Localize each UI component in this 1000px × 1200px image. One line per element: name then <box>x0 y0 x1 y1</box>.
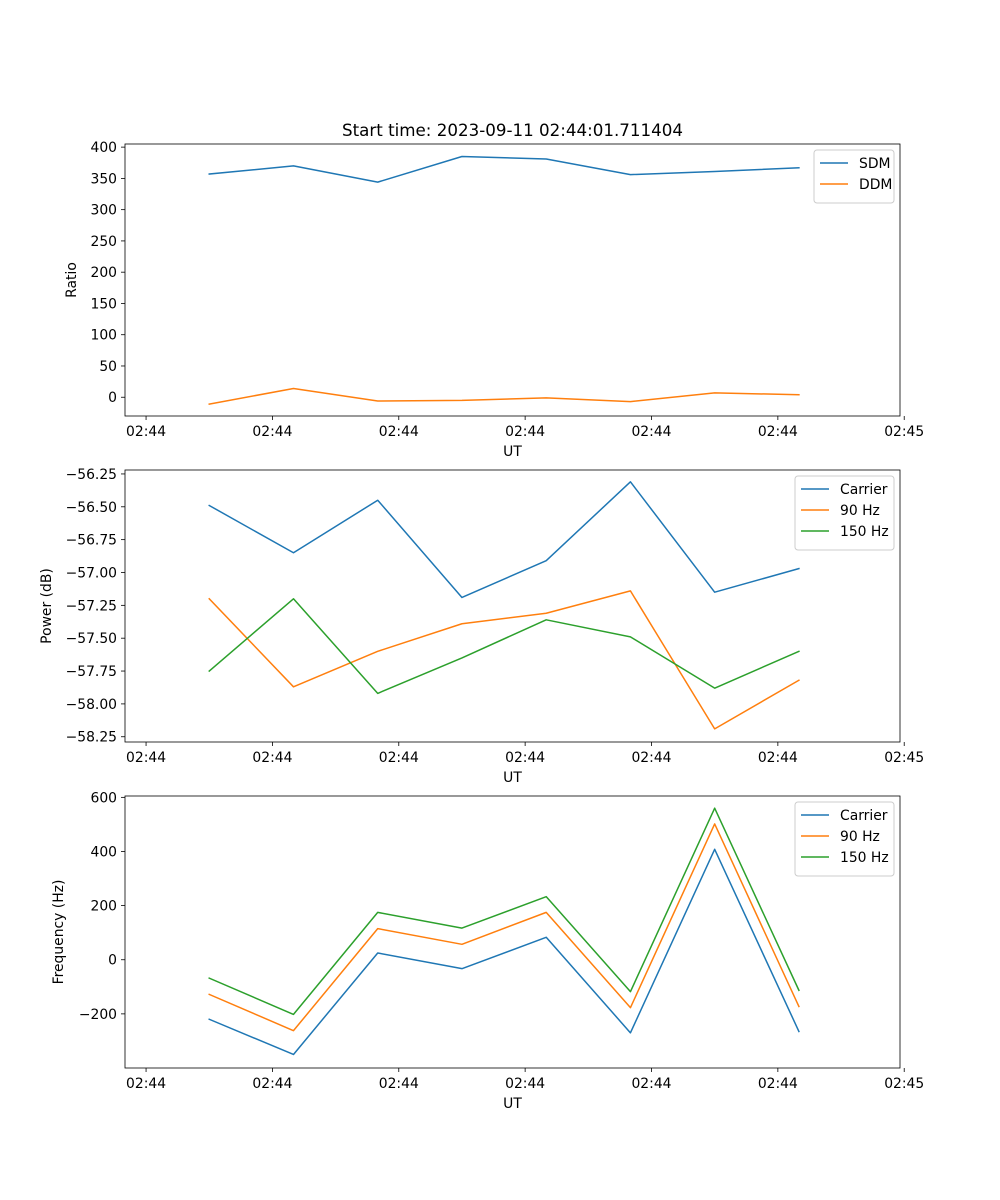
y-tick-label: −57.50 <box>66 631 117 647</box>
y-tick-label: −58.00 <box>66 697 117 713</box>
x-tick-label: 02:44 <box>758 750 798 766</box>
chart-title: Start time: 2023-09-11 02:44:01.711404 <box>342 120 683 140</box>
x-tick-label: 02:44 <box>126 1076 166 1092</box>
y-tick-label: −57.00 <box>66 565 117 581</box>
legend-label: 150 Hz <box>840 850 889 866</box>
y-tick-label: 350 <box>90 171 117 187</box>
y-tick-label: −56.25 <box>66 467 117 483</box>
series-line-150-hz <box>208 807 800 1016</box>
legend-label: 90 Hz <box>840 503 880 519</box>
series-line-sdm <box>208 155 800 183</box>
x-tick-label: 02:45 <box>884 1076 924 1092</box>
x-tick-label: 02:44 <box>631 424 671 440</box>
y-tick-label: −57.25 <box>66 598 117 614</box>
legend: SDM DDM <box>813 149 895 204</box>
axes-frame <box>124 469 901 743</box>
y-tick-label: 400 <box>90 140 117 156</box>
y-tick-label: 150 <box>90 296 117 312</box>
y-tick-label: 200 <box>90 899 117 915</box>
legend-label: Carrier <box>840 482 888 498</box>
legend-label: 90 Hz <box>840 829 880 845</box>
legend-label: DDM <box>859 177 892 193</box>
axes-frame <box>124 143 901 417</box>
legend: Carrier 90 Hz 150 Hz <box>794 801 895 877</box>
legend-label: Carrier <box>840 808 888 824</box>
y-tick-label: 300 <box>90 203 117 219</box>
series-line-90-hz <box>208 590 800 730</box>
x-tick-label: 02:44 <box>379 424 419 440</box>
x-tick-label: 02:44 <box>252 750 292 766</box>
x-axis-label: UT <box>503 770 522 786</box>
chart-panels: 02:44 02:44 02:44 02:44 02:44 02:44 02:45 0 50 10… <box>39 140 924 1112</box>
legend: Carrier 90 Hz 150 Hz <box>794 475 895 551</box>
y-tick-label: −56.50 <box>66 500 117 516</box>
y-tick-label: −200 <box>79 1007 117 1023</box>
panel-3: 02:44 02:44 02:44 02:44 02:44 02:44 02:45 −200 0… <box>51 790 924 1112</box>
y-tick-label: −57.75 <box>66 664 117 680</box>
series-line-90-hz <box>208 823 800 1032</box>
series-line-carrier <box>208 481 800 599</box>
y-tick-label: 50 <box>99 359 117 375</box>
y-tick-label: 0 <box>108 390 117 406</box>
y-tick-label: 100 <box>90 328 117 344</box>
y-tick-label: 250 <box>90 234 117 250</box>
x-tick-label: 02:45 <box>884 424 924 440</box>
series-line-carrier <box>208 848 800 1056</box>
y-tick-label: 200 <box>90 265 117 281</box>
x-tick-label: 02:44 <box>126 424 166 440</box>
x-tick-label: 02:44 <box>505 750 545 766</box>
y-axis-label: Frequency (Hz) <box>51 880 67 985</box>
x-tick-label: 02:44 <box>631 750 671 766</box>
y-tick-label: 0 <box>108 953 117 969</box>
y-axis-label: Power (dB) <box>39 568 55 644</box>
x-tick-label: 02:44 <box>126 750 166 766</box>
y-tick-label: −58.25 <box>66 730 117 746</box>
x-tick-label: 02:44 <box>379 1076 419 1092</box>
panel-1: 02:44 02:44 02:44 02:44 02:44 02:44 02:45 0 50 10… <box>64 140 924 460</box>
axes-frame <box>124 795 901 1069</box>
y-tick-label: −56.75 <box>66 533 117 549</box>
x-tick-label: 02:44 <box>252 1076 292 1092</box>
y-tick-label: 400 <box>90 844 117 860</box>
legend-label: SDM <box>859 156 891 172</box>
x-axis-label: UT <box>503 1096 522 1112</box>
panel-2: 02:44 02:44 02:44 02:44 02:44 02:44 02:45 −58.2… <box>39 467 924 786</box>
x-tick-label: 02:44 <box>758 1076 798 1092</box>
y-axis-label: Ratio <box>64 262 80 298</box>
y-tick-label: 600 <box>90 790 117 806</box>
x-tick-label: 02:44 <box>758 424 798 440</box>
legend-label: 150 Hz <box>840 524 889 540</box>
x-tick-label: 02:44 <box>379 750 419 766</box>
x-tick-label: 02:44 <box>505 424 545 440</box>
x-tick-label: 02:44 <box>252 424 292 440</box>
x-tick-label: 02:44 <box>631 1076 671 1092</box>
x-axis-label: UT <box>503 444 522 460</box>
series-line-150-hz <box>208 598 800 695</box>
series-line-ddm <box>208 387 800 405</box>
x-tick-label: 02:44 <box>505 1076 545 1092</box>
x-tick-label: 02:45 <box>884 750 924 766</box>
